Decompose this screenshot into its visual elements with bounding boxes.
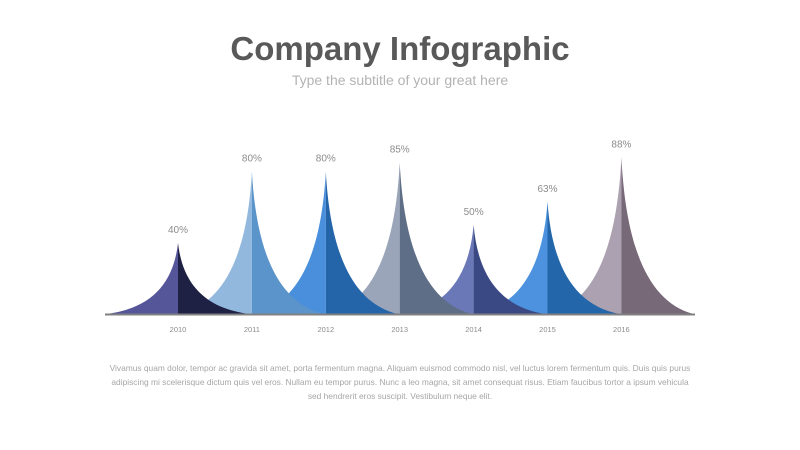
peak-2013 xyxy=(327,162,472,314)
data-label: 63% xyxy=(537,184,557,195)
x-tick-label: 2014 xyxy=(465,325,482,334)
page-title: Company Infographic xyxy=(230,30,570,67)
peak-right-face xyxy=(399,162,472,314)
peak-right-face xyxy=(178,242,250,314)
peak-left-face xyxy=(179,171,252,314)
data-label: 50% xyxy=(464,207,484,218)
peak-left-face xyxy=(475,201,548,314)
peak-2014 xyxy=(401,225,546,314)
peak-left-face xyxy=(549,157,622,314)
data-label: 88% xyxy=(611,139,631,150)
peak-right-face xyxy=(547,201,620,314)
peak-left-face xyxy=(253,171,326,314)
x-tick-label: 2016 xyxy=(613,325,630,334)
x-tick-label: 2011 xyxy=(244,325,260,334)
peaks xyxy=(106,157,694,314)
peak-right-face xyxy=(325,171,398,314)
x-tick-label: 2012 xyxy=(317,325,334,334)
peak-2011 xyxy=(179,171,324,314)
peak-left-face xyxy=(401,225,474,314)
peak-right-face xyxy=(621,157,694,314)
peak-2015 xyxy=(475,201,620,314)
data-label: 80% xyxy=(316,154,336,165)
x-tick-label: 2015 xyxy=(539,325,556,334)
peak-right-face xyxy=(473,225,546,314)
body-paragraph: Vivamus quam dolor, tempor ac gravida si… xyxy=(109,363,691,401)
x-tick-label: 2010 xyxy=(170,325,187,334)
peak-2012 xyxy=(253,171,398,314)
page-subtitle: Type the subtitle of your great here xyxy=(291,72,509,88)
peak-left-face xyxy=(327,162,400,314)
peak-right-face xyxy=(251,171,324,314)
data-label: 40% xyxy=(168,225,188,236)
x-tick-label: 2013 xyxy=(391,325,408,334)
peak-left-face xyxy=(106,242,178,314)
peak-2016 xyxy=(549,157,694,314)
peak-2010 xyxy=(106,242,250,314)
data-label: 85% xyxy=(390,145,410,156)
data-label: 80% xyxy=(242,154,262,165)
